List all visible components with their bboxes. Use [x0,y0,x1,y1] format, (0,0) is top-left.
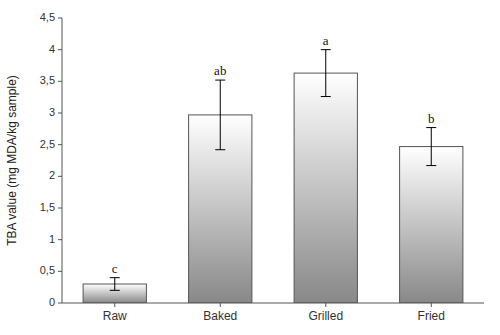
y-tick-label: 2 [49,169,55,181]
x-tick [220,303,221,307]
error-stem [114,278,115,291]
y-tick [58,81,62,82]
error-bars [110,50,437,291]
annotation: a [323,33,329,48]
bars [83,73,463,303]
error-bar [215,80,225,150]
chart-container: 00,511,522,533,544,5cababRawBakedGrilled… [0,0,500,335]
y-tick [58,113,62,114]
annotation: ab [214,63,226,78]
error-stem [325,50,326,97]
error-cap [321,96,331,97]
error-bar [426,128,436,166]
y-tick-label: 1,5 [40,201,55,213]
page: {"chart_data": {"type": "bar", "categori… [0,0,500,335]
y-tick-label: 2,5 [40,138,55,150]
x-tick-label: Baked [203,309,237,323]
x-tick-label: Raw [103,309,127,323]
x-axis-line [62,303,484,304]
x-tick [325,303,326,307]
y-tick [58,239,62,240]
y-tick [58,49,62,50]
chart-svg: 00,511,522,533,544,5cababRawBakedGrilled… [0,0,500,335]
y-tick-label: 0,5 [40,264,55,276]
bar [294,73,357,303]
y-axis-line [62,18,63,303]
y-tick [58,303,62,304]
x-tick-label: Grilled [308,309,343,323]
y-tick [58,176,62,177]
error-cap [110,277,120,278]
y-tick-label: 4 [49,43,55,55]
error-cap [110,290,120,291]
error-bar [321,50,331,97]
error-cap [426,165,436,166]
y-tick-label: 3 [49,106,55,118]
y-tick-label: 0 [49,296,55,308]
y-tick-label: 1 [49,233,55,245]
y-tick [58,208,62,209]
y-tick-label: 3,5 [40,74,55,86]
error-bar [110,278,120,291]
error-cap [321,49,331,50]
annotation: c [112,261,118,276]
y-tick-label: 4,5 [40,11,55,23]
bar [400,147,463,303]
error-cap [426,127,436,128]
y-tick [58,271,62,272]
error-stem [220,80,221,150]
x-tick [431,303,432,307]
error-cap [215,149,225,150]
x-tick [114,303,115,307]
error-stem [431,128,432,166]
annotation: b [428,111,435,126]
y-tick [58,18,62,19]
y-axis-label: TBA value (mg MDA/kg sample) [5,75,19,246]
error-cap [215,80,225,81]
x-tick-label: Fried [418,309,445,323]
y-tick [58,144,62,145]
